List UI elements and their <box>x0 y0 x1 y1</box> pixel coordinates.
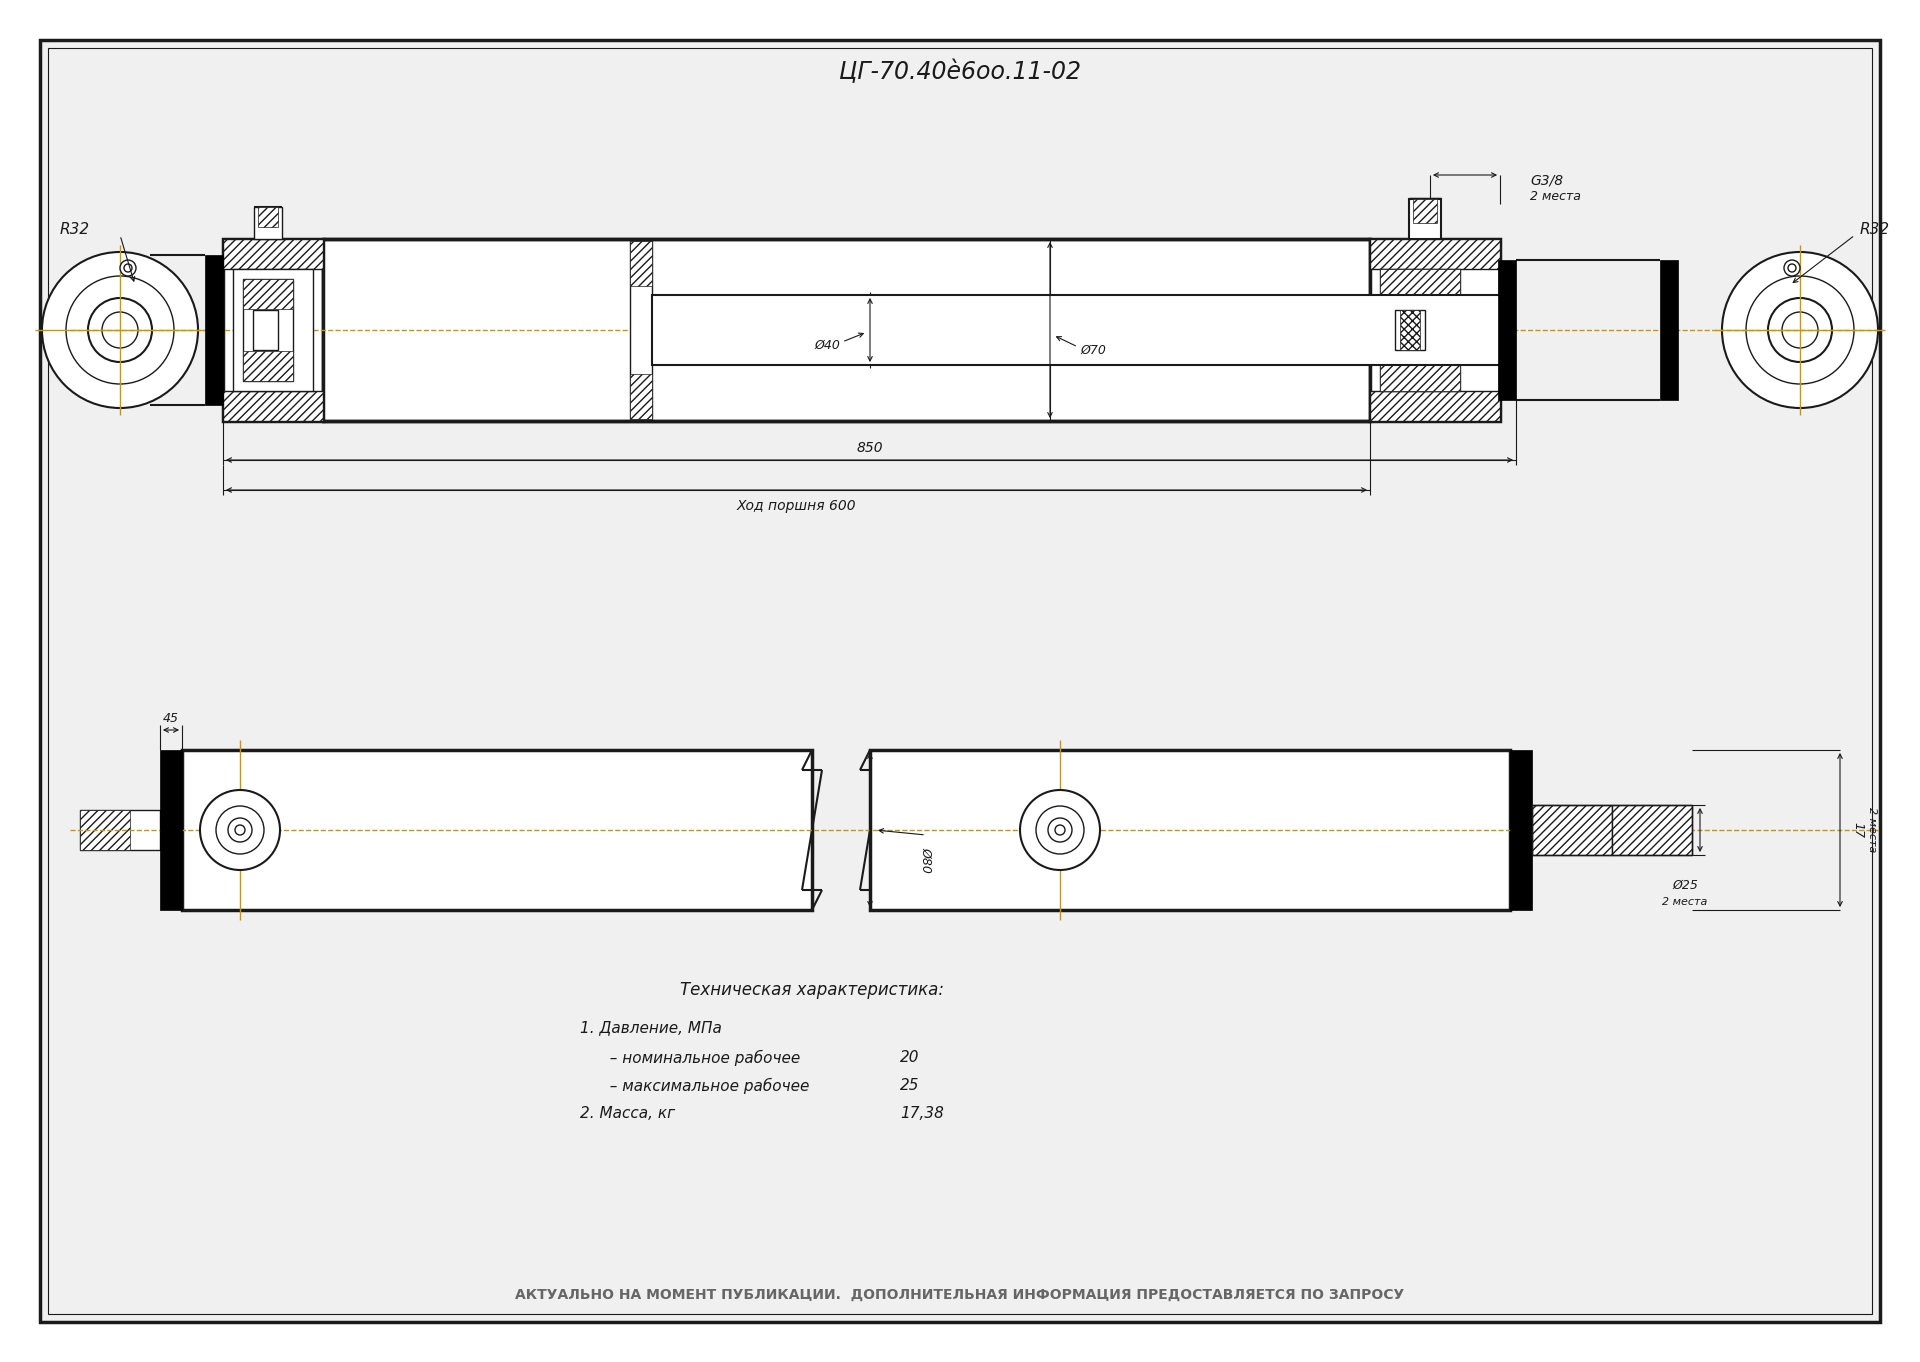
Text: 2. Масса, кг: 2. Масса, кг <box>580 1106 676 1121</box>
Bar <box>1400 311 1421 350</box>
Circle shape <box>1788 264 1795 272</box>
Text: 20: 20 <box>900 1050 920 1065</box>
Circle shape <box>1722 252 1878 409</box>
Bar <box>1532 805 1613 855</box>
Text: Ø25: Ø25 <box>1672 878 1697 892</box>
Circle shape <box>1782 312 1818 349</box>
Circle shape <box>1784 260 1801 276</box>
Text: 2 места: 2 места <box>1663 898 1707 907</box>
Text: 2 места: 2 места <box>1866 808 1878 853</box>
Text: 2 места: 2 места <box>1530 191 1580 203</box>
Circle shape <box>1745 276 1855 384</box>
Bar <box>1413 199 1436 223</box>
Bar <box>81 810 159 850</box>
Circle shape <box>102 312 138 349</box>
Text: – номинальное рабочее: – номинальное рабочее <box>599 1050 801 1066</box>
Circle shape <box>1054 825 1066 835</box>
Bar <box>323 238 1371 421</box>
Text: 850: 850 <box>856 441 883 455</box>
Bar <box>232 270 313 391</box>
Circle shape <box>88 298 152 362</box>
Bar <box>630 241 653 286</box>
Bar <box>205 255 223 405</box>
Text: ЦГ-70.40ѐ6оо.11-02: ЦГ-70.40ѐ6оо.11-02 <box>839 60 1081 84</box>
Circle shape <box>65 276 175 384</box>
Text: 45: 45 <box>163 711 179 725</box>
Bar <box>1371 391 1500 421</box>
Bar <box>1532 805 1692 855</box>
Bar <box>1509 750 1532 910</box>
Bar <box>253 207 282 238</box>
Bar <box>253 311 278 350</box>
Text: R32: R32 <box>1860 222 1889 237</box>
Text: 17: 17 <box>1851 823 1864 838</box>
Bar <box>1390 279 1446 381</box>
Text: G3/8: G3/8 <box>1530 173 1563 187</box>
Bar <box>81 810 131 850</box>
Bar <box>244 351 294 381</box>
Text: Ø70: Ø70 <box>1079 343 1106 357</box>
Text: Ø40: Ø40 <box>814 339 841 351</box>
Bar <box>1371 238 1500 421</box>
Bar <box>1409 199 1442 238</box>
Bar <box>159 750 182 910</box>
Bar <box>244 279 294 309</box>
Bar <box>244 279 294 381</box>
Bar <box>1380 270 1459 300</box>
Text: – максимальное рабочее: – максимальное рабочее <box>599 1077 810 1094</box>
Circle shape <box>42 252 198 409</box>
Bar <box>1661 260 1678 400</box>
Circle shape <box>1768 298 1832 362</box>
Circle shape <box>119 260 136 276</box>
Circle shape <box>200 790 280 870</box>
Bar <box>223 238 323 421</box>
Text: 17,38: 17,38 <box>900 1106 945 1121</box>
Circle shape <box>1048 819 1071 842</box>
Bar <box>630 241 653 419</box>
Bar <box>182 750 812 910</box>
Bar <box>1371 238 1500 270</box>
Circle shape <box>215 806 265 854</box>
Text: Ход поршня 600: Ход поршня 600 <box>737 498 856 513</box>
Bar <box>1380 361 1459 391</box>
Circle shape <box>1020 790 1100 870</box>
Bar <box>223 238 323 270</box>
Circle shape <box>1037 806 1085 854</box>
Bar <box>1396 311 1425 350</box>
Text: Техническая характеристика:: Техническая характеристика: <box>680 981 945 998</box>
Bar <box>1380 270 1459 391</box>
Bar <box>223 391 323 421</box>
Text: 1. Давление, МПа: 1. Давление, МПа <box>580 1020 722 1035</box>
Bar <box>870 750 1509 910</box>
Bar <box>653 296 1500 365</box>
Text: АКТУАЛЬНО НА МОМЕНТ ПУБЛИКАЦИИ.  ДОПОЛНИТЕЛЬНАЯ ИНФОРМАЦИЯ ПРЕДОСТАВЛЯЕТСЯ ПО ЗА: АКТУАЛЬНО НА МОМЕНТ ПУБЛИКАЦИИ. ДОПОЛНИТ… <box>515 1288 1405 1302</box>
Text: Ø80: Ø80 <box>920 847 933 873</box>
Bar <box>257 207 278 227</box>
Circle shape <box>125 264 132 272</box>
Bar <box>630 375 653 419</box>
Bar <box>1613 805 1692 855</box>
Bar <box>1498 260 1517 400</box>
Text: R32: R32 <box>60 222 90 237</box>
Text: 25: 25 <box>900 1079 920 1094</box>
Circle shape <box>228 819 252 842</box>
Circle shape <box>234 825 246 835</box>
